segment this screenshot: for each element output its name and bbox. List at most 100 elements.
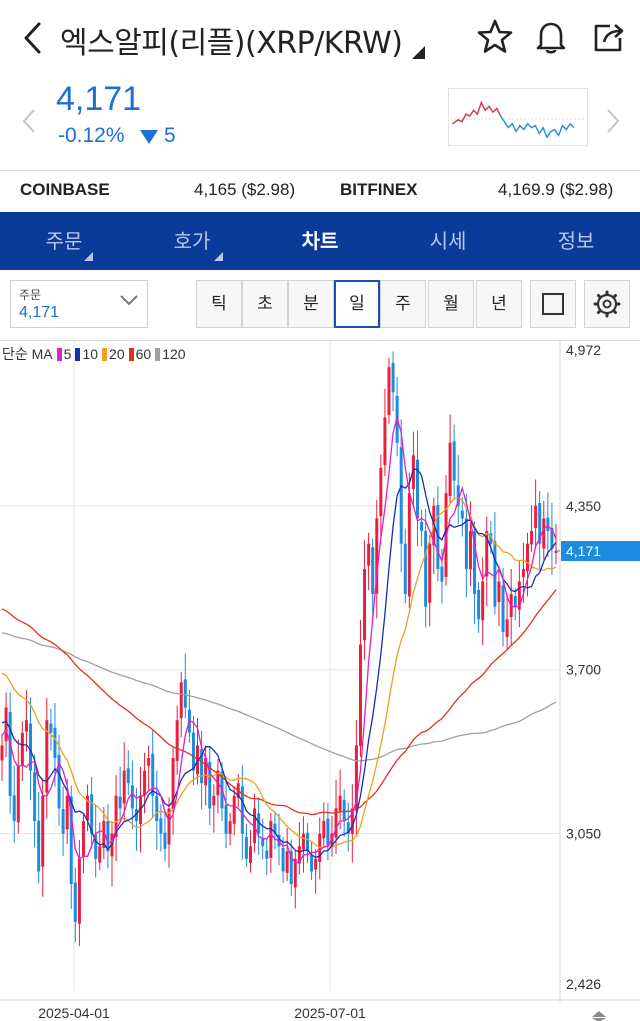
candle-body <box>53 727 57 759</box>
exchange-price: 4,169.9 ($2.98) <box>498 180 614 199</box>
candle-body <box>29 723 33 771</box>
candle-body <box>73 882 77 922</box>
candle-body <box>16 765 20 823</box>
candle-body <box>497 581 501 602</box>
candle-body <box>261 837 265 847</box>
candle-body <box>20 732 24 767</box>
candle-body <box>473 531 477 595</box>
price-summary: 4,171 -0.12% 5 <box>0 78 640 170</box>
candle-body <box>102 821 106 848</box>
sparkline-down-segment <box>500 115 575 139</box>
candle-body <box>163 832 167 849</box>
y-tick-label: 3,050 <box>566 826 601 842</box>
candle-body <box>285 851 289 873</box>
exchange-prices: COINBASE 4,165 ($2.98) BITFINEX 4,169.9 … <box>0 170 640 212</box>
current-price-label: 4,171 <box>566 543 601 559</box>
candle-body <box>416 459 419 519</box>
candle-body <box>155 796 159 822</box>
tab-order[interactable]: 주문 <box>45 229 83 253</box>
tab-info[interactable]: 정보 <box>557 229 595 253</box>
candle-body <box>147 758 151 766</box>
exchange-name: COINBASE <box>20 180 110 199</box>
chevron-down-icon <box>120 295 138 306</box>
previous-coin-icon[interactable] <box>20 106 38 136</box>
page-title[interactable]: 엑스알피(리플)(XRP/KRW) <box>60 26 403 61</box>
candle-body <box>130 785 134 809</box>
tab-market-price[interactable]: 시세 <box>429 229 467 253</box>
candle-body <box>122 770 126 804</box>
period-tick-button[interactable]: 틱 <box>196 280 242 328</box>
candle-body <box>513 596 517 607</box>
candle-body <box>468 531 472 570</box>
candle-body <box>403 543 407 595</box>
period-month-button[interactable]: 월 <box>428 280 474 328</box>
candle-body <box>33 772 37 822</box>
candle-body <box>106 821 110 852</box>
candle-body <box>293 858 297 888</box>
candle-body <box>49 723 53 733</box>
candle-body <box>224 804 228 834</box>
share-icon[interactable] <box>590 18 628 56</box>
tab-orderbook[interactable]: 호가 <box>173 229 211 253</box>
period-week-button[interactable]: 주 <box>380 280 426 328</box>
candle-body <box>367 543 371 566</box>
sparkline-up-segment <box>451 100 502 125</box>
candle-body <box>424 531 428 607</box>
candle-body <box>204 758 208 786</box>
sparkline-chart[interactable] <box>448 88 588 146</box>
ma-legend-label: 20 <box>109 346 125 362</box>
down-triangle-icon <box>140 130 158 144</box>
candle-body <box>183 679 187 708</box>
candle-body <box>375 518 379 594</box>
candle-body <box>371 547 375 595</box>
candle-body <box>534 505 538 528</box>
candle-body <box>265 850 269 859</box>
candle-body <box>363 568 367 641</box>
bell-icon[interactable] <box>532 18 570 56</box>
exchange-name: BITFINEX <box>340 180 418 199</box>
scroll-handle-icon[interactable] <box>592 1011 606 1021</box>
candle-body <box>452 441 456 481</box>
candle-body <box>232 795 236 824</box>
ma60-line <box>1 589 557 816</box>
candle-body <box>542 518 546 549</box>
candle-body <box>61 809 65 834</box>
back-arrow-icon[interactable] <box>18 20 48 56</box>
chart-type-toggle-button[interactable] <box>530 280 576 328</box>
candle-body <box>538 503 542 544</box>
candle-body <box>399 447 403 544</box>
candle-body <box>489 533 493 544</box>
candle-body <box>444 493 448 578</box>
current-price-badge <box>561 540 640 561</box>
star-icon[interactable] <box>476 18 514 56</box>
order-select-value: 4,171 <box>19 304 60 321</box>
chart-settings-button[interactable] <box>584 280 630 328</box>
candle-body <box>69 796 73 885</box>
change-amount: 5 <box>164 124 176 147</box>
next-coin-icon[interactable] <box>604 106 622 136</box>
price-chart[interactable]: 4,972 4,350 3,700 3,050 2,426 4,171 2025-04-01… <box>0 340 640 1021</box>
ma5-line <box>1 415 557 864</box>
period-second-button[interactable]: 초 <box>242 280 288 328</box>
moving-average-legend: 단순 MA 5 10 20 60 120 <box>2 344 186 364</box>
period-year-button[interactable]: 년 <box>476 280 522 328</box>
candle-body <box>45 720 49 793</box>
candle-body <box>477 589 481 620</box>
candle-body <box>521 568 525 578</box>
candle-body <box>456 485 460 506</box>
candle-body <box>4 707 8 742</box>
order-price-select[interactable]: 주문 4,171 <box>10 280 148 328</box>
period-minute-button[interactable]: 분 <box>288 280 334 328</box>
tab-chart[interactable]: 차트 <box>301 229 339 253</box>
period-day-button[interactable]: 일 <box>334 280 380 328</box>
candle-body <box>269 821 273 858</box>
candle-body <box>77 858 81 924</box>
ma5-color-swatch <box>56 347 62 361</box>
candlestick-chart[interactable]: 4,972 4,350 3,700 3,050 2,426 4,171 2025-04-01… <box>0 341 640 1021</box>
candle-body <box>525 543 529 572</box>
candle-body <box>37 820 41 872</box>
square-icon <box>542 293 564 315</box>
candle-body <box>358 644 362 746</box>
candle-body <box>98 846 102 863</box>
title-dropdown-caret-icon[interactable] <box>412 46 425 59</box>
